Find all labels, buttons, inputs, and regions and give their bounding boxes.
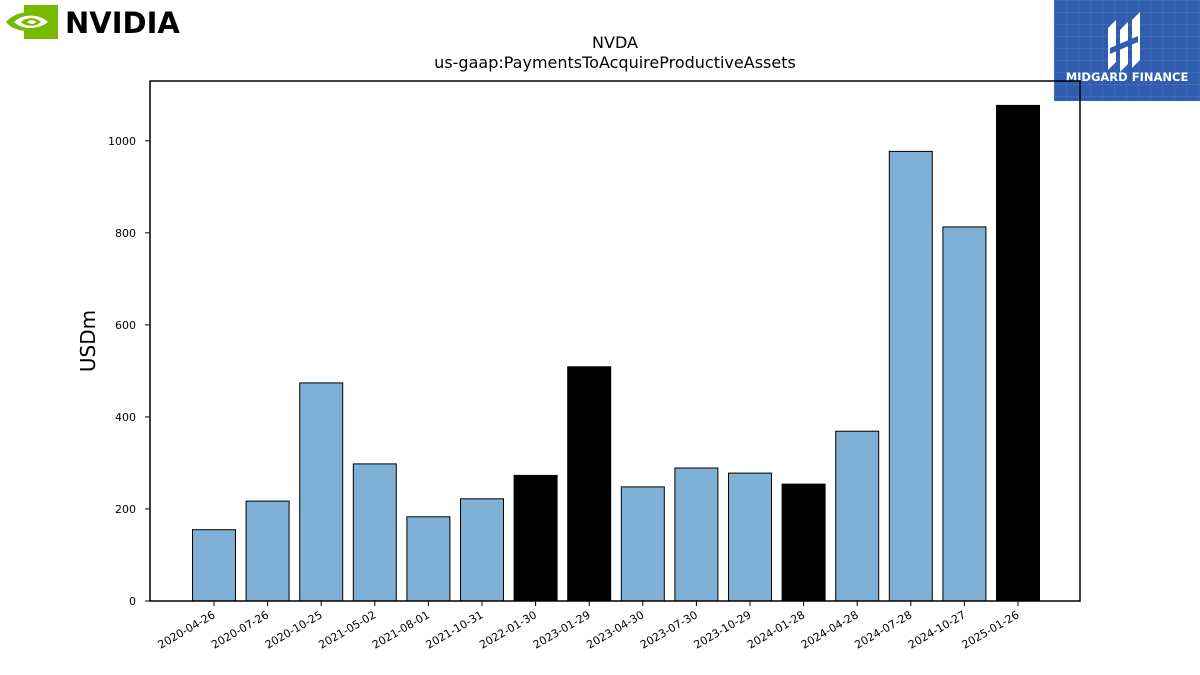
bar-2023-01-29 xyxy=(567,366,612,602)
x-tick-label: 2024-04-28 xyxy=(799,608,861,651)
nvidia-eye-icon xyxy=(6,5,58,39)
nvidia-logo: NVIDIA xyxy=(6,5,180,40)
bars-layer xyxy=(192,104,1040,602)
x-tick-label: 2021-10-31 xyxy=(424,608,486,651)
x-tick-label: 2020-10-25 xyxy=(263,608,325,651)
midgard-finance-logo: MIDGARD FINANCE xyxy=(1054,0,1200,101)
x-tick-label: 2021-05-02 xyxy=(316,608,378,651)
x-tick-label: 2022-01-30 xyxy=(477,608,539,651)
bar-2024-10-27 xyxy=(942,226,987,602)
y-tick-label: 400 xyxy=(115,411,136,424)
x-axis-ticks: 2020-04-262020-07-262020-10-252021-05-02… xyxy=(156,601,1022,652)
x-tick-label: 2024-01-28 xyxy=(745,608,807,651)
bar-2024-01-28 xyxy=(781,483,826,602)
bar-2020-04-26 xyxy=(192,529,236,602)
midgard-wordmark: MIDGARD FINANCE xyxy=(1066,70,1189,84)
bar-2022-01-30 xyxy=(513,474,558,602)
x-tick-label: 2020-04-26 xyxy=(156,608,218,651)
y-tick-label: 1000 xyxy=(108,135,136,148)
chart-subtitle: us-gaap:PaymentsToAcquireProductiveAsset… xyxy=(434,53,796,72)
x-tick-label: 2021-08-01 xyxy=(370,608,432,651)
y-axis-ticks: 0 200 400 600 800 1000 xyxy=(108,135,150,608)
y-tick-label: 600 xyxy=(115,319,136,332)
plot-frame xyxy=(149,80,1081,602)
x-tick-label: 2023-10-29 xyxy=(692,608,754,651)
x-tick-label: 2024-07-28 xyxy=(852,608,914,651)
x-tick-label: 2024-10-27 xyxy=(906,608,968,651)
y-axis-label: USDm xyxy=(76,310,100,372)
x-tick-label: 2020-07-26 xyxy=(209,608,271,651)
bar-2021-08-01 xyxy=(406,516,451,602)
midgard-mark-icon: MIDGARD FINANCE xyxy=(1066,12,1189,84)
bar-2024-04-28 xyxy=(835,430,880,602)
bar-2021-10-31 xyxy=(460,498,504,602)
y-tick-label: 0 xyxy=(129,595,136,608)
x-tick-label: 2023-04-30 xyxy=(584,608,646,651)
y-tick-label: 800 xyxy=(115,227,136,240)
nvidia-wordmark: NVIDIA xyxy=(65,6,180,40)
bar-2020-07-26 xyxy=(245,500,290,602)
bar-2023-07-30 xyxy=(674,467,719,602)
bar-2025-01-26 xyxy=(996,104,1040,602)
x-tick-label: 2023-07-30 xyxy=(638,608,700,651)
x-tick-label: 2023-01-29 xyxy=(531,608,593,651)
chart-title: NVDA xyxy=(592,33,638,52)
y-tick-label: 200 xyxy=(115,503,136,516)
bar-2024-07-28 xyxy=(888,150,933,602)
bar-2020-10-25 xyxy=(299,382,344,602)
bar-2023-04-30 xyxy=(620,486,665,602)
bar-2023-10-29 xyxy=(728,472,772,602)
x-tick-label: 2025-01-26 xyxy=(960,608,1022,651)
bar-2021-05-02 xyxy=(352,463,397,602)
